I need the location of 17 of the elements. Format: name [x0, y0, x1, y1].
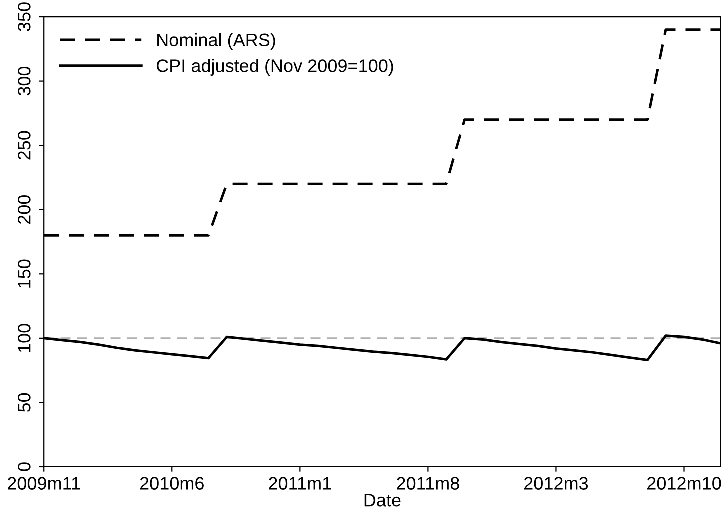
- y-tick-label: 350: [18, 2, 31, 32]
- y-tick-label: 300: [18, 66, 31, 96]
- x-tick-label: 2009m11: [8, 477, 80, 490]
- x-axis-title: Date: [364, 494, 401, 507]
- y-tick-label: 100: [18, 324, 31, 352]
- y-tick-label: 50: [18, 393, 31, 412]
- y-tick-label: 0: [18, 462, 31, 472]
- legend-label: Nominal (ARS): [158, 33, 276, 50]
- y-tick-label: 150: [18, 260, 31, 288]
- x-tick-label: 2012m3: [524, 477, 588, 490]
- x-tick-label: 2012m10: [648, 477, 722, 490]
- x-tick-label: 2010m6: [140, 477, 204, 490]
- legend-label: CPI adjusted (Nov 2009=100): [156, 59, 394, 76]
- y-tick-label: 250: [18, 131, 31, 160]
- x-tick-label: 2011m8: [397, 477, 460, 490]
- y-tick-label: 200: [18, 196, 31, 224]
- x-tick-label: 2011m1: [269, 477, 332, 490]
